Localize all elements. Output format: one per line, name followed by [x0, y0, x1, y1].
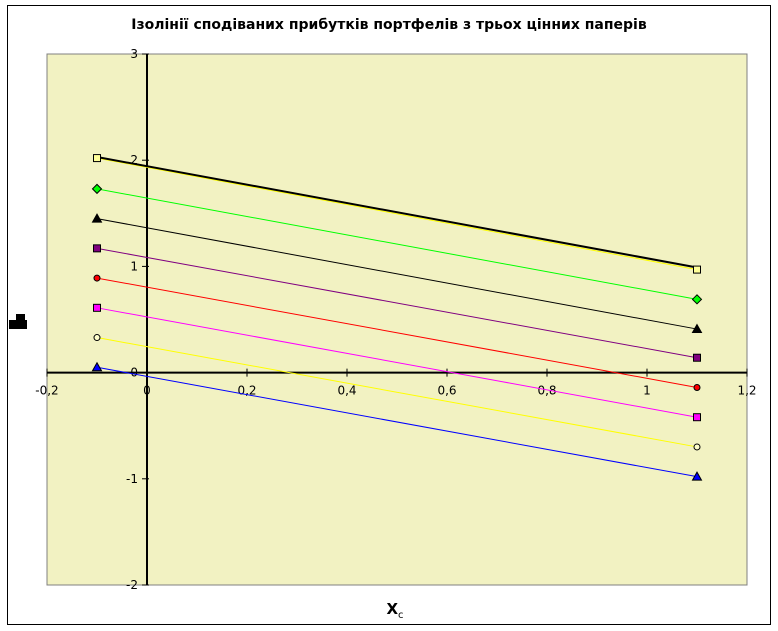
chart-title: Ізолінії сподіваних прибутків портфелів … — [131, 17, 647, 33]
x-tick-label: 0 — [143, 384, 151, 398]
y-tick-label: 2 — [130, 153, 138, 167]
data-point — [91, 183, 103, 195]
series-line — [96, 337, 698, 448]
data-point — [91, 361, 103, 372]
y-tick-label: 3 — [130, 47, 138, 61]
y-tick-label: -1 — [126, 472, 138, 486]
series-line — [96, 156, 698, 269]
data-point — [691, 471, 703, 481]
plot-area — [46, 53, 748, 586]
series-line — [96, 277, 698, 388]
data-point — [693, 353, 701, 362]
data-point — [93, 274, 101, 282]
series-line — [96, 247, 698, 359]
data-point — [93, 303, 101, 312]
x-tick-label: 1,2 — [737, 384, 756, 398]
x-axis-label-sub: c — [398, 610, 404, 621]
data-point — [93, 154, 101, 163]
data-point — [693, 265, 701, 274]
x-axis-label-main: X — [386, 600, 399, 618]
x-tick-label: 1 — [643, 384, 651, 398]
data-point — [91, 213, 103, 223]
series-line — [96, 218, 698, 330]
data-point — [691, 294, 703, 305]
data-point — [693, 443, 701, 451]
x-tick-label: 0,6 — [437, 384, 456, 398]
series-line — [96, 157, 698, 271]
series-line — [96, 307, 698, 418]
data-point — [693, 383, 701, 391]
x-tick-label: 0,4 — [337, 384, 356, 398]
series-line — [96, 188, 698, 300]
y-tick-label: -2 — [126, 578, 138, 592]
y-tick-label: 0 — [130, 366, 138, 380]
data-point — [691, 323, 703, 334]
x-axis-label: Xc — [370, 600, 420, 621]
x-tick-label: -0,2 — [35, 384, 58, 398]
series-line — [96, 366, 698, 478]
data-point — [693, 413, 701, 422]
y-tick-label: 1 — [130, 259, 138, 273]
y-axis-label-mark — [9, 314, 27, 329]
data-point — [93, 334, 101, 342]
x-tick-label: 0,8 — [537, 384, 556, 398]
data-point — [93, 244, 101, 253]
